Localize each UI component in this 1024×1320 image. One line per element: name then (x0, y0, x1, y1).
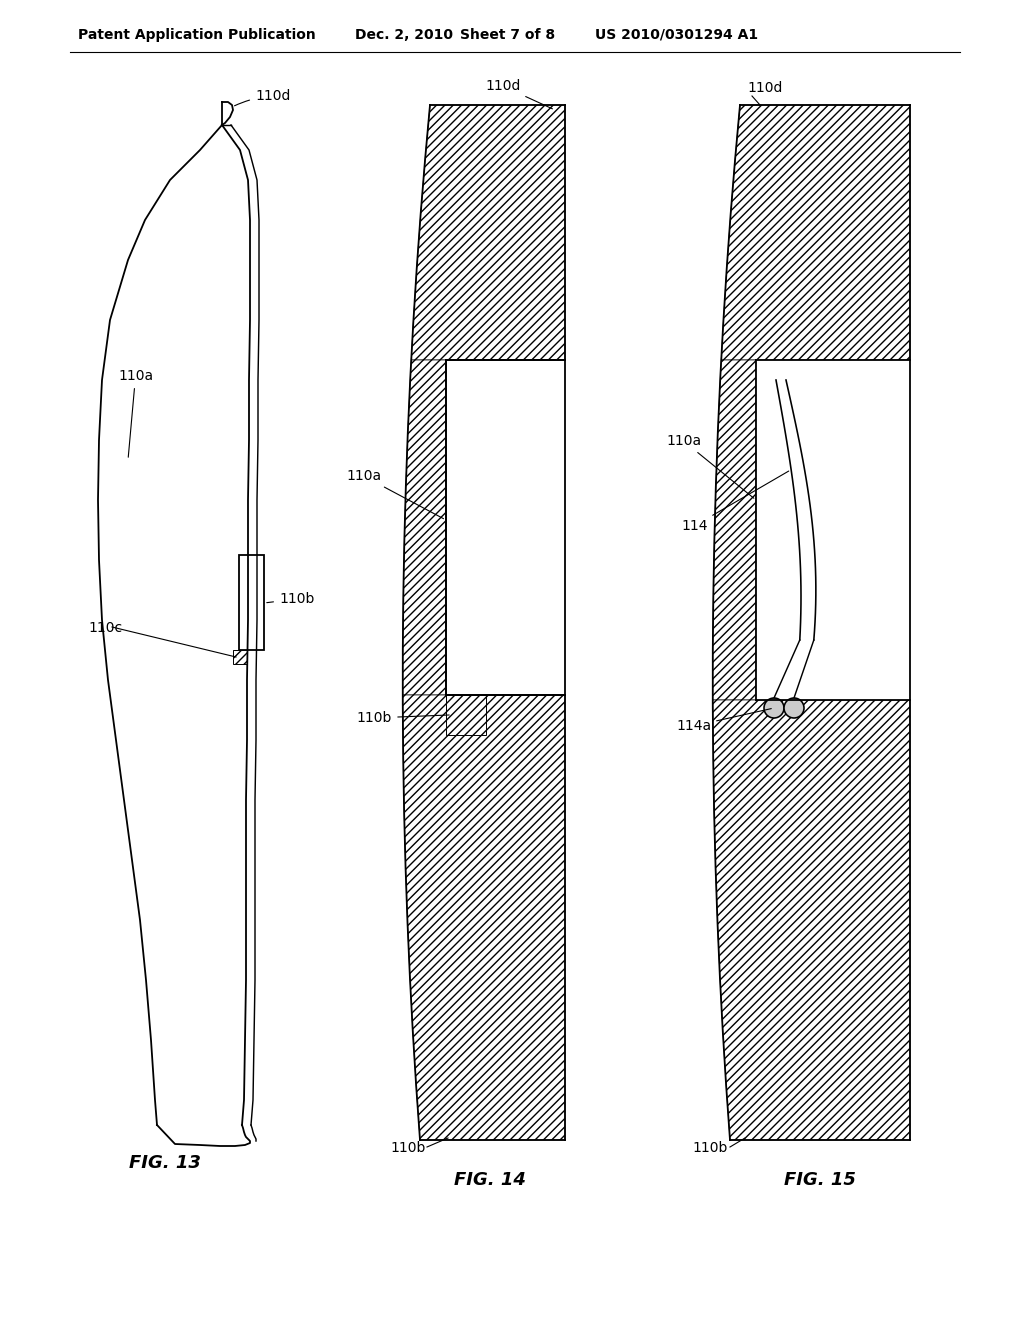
Text: 110a: 110a (118, 370, 154, 457)
Text: 114: 114 (681, 471, 788, 533)
Text: 110b: 110b (267, 591, 314, 606)
Text: 110a: 110a (346, 469, 443, 519)
Text: FIG. 13: FIG. 13 (129, 1154, 201, 1172)
Text: Dec. 2, 2010: Dec. 2, 2010 (355, 28, 453, 42)
Text: 110d: 110d (485, 79, 553, 108)
Text: 110a: 110a (666, 434, 754, 498)
Circle shape (784, 698, 804, 718)
Text: 110b: 110b (356, 711, 391, 725)
Text: 110b: 110b (692, 1140, 727, 1155)
Bar (239, 554, 264, 649)
Text: 110b: 110b (390, 1140, 425, 1155)
Text: 110c: 110c (88, 620, 122, 635)
Polygon shape (713, 700, 910, 1140)
Bar (446, 696, 486, 735)
Polygon shape (713, 360, 756, 700)
Polygon shape (412, 106, 565, 360)
Polygon shape (721, 106, 910, 360)
Bar (446, 360, 565, 696)
Text: 114a: 114a (676, 709, 771, 733)
Text: Patent Application Publication: Patent Application Publication (78, 28, 315, 42)
Bar (233, 649, 247, 664)
Text: 110d: 110d (234, 88, 291, 106)
Polygon shape (402, 360, 446, 696)
Text: US 2010/0301294 A1: US 2010/0301294 A1 (595, 28, 758, 42)
Text: 110d: 110d (746, 81, 782, 95)
Text: FIG. 15: FIG. 15 (784, 1171, 856, 1189)
Polygon shape (402, 696, 565, 1140)
Circle shape (764, 698, 784, 718)
Bar (756, 360, 910, 700)
Text: FIG. 14: FIG. 14 (454, 1171, 526, 1189)
Bar (446, 360, 565, 696)
Text: Sheet 7 of 8: Sheet 7 of 8 (460, 28, 555, 42)
